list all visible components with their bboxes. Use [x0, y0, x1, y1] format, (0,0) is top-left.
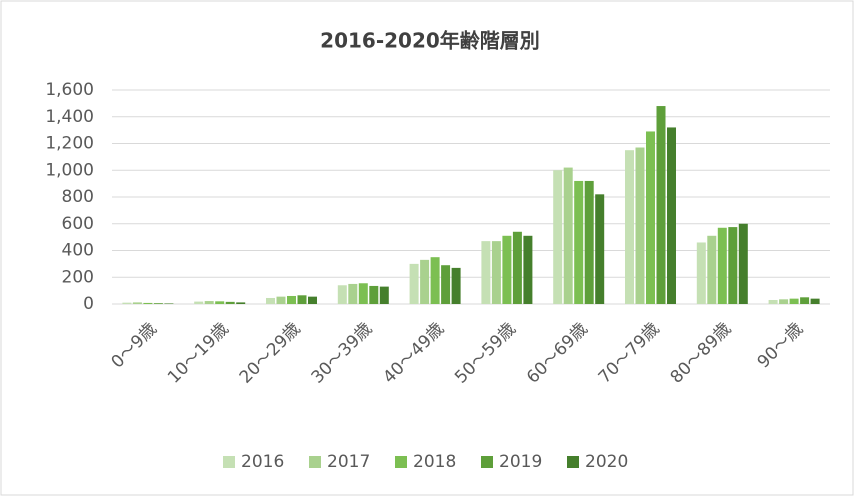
- bar: [512, 231, 522, 304]
- bar: [481, 241, 491, 304]
- bar: [441, 265, 451, 304]
- legend-swatch: [309, 456, 321, 468]
- legend-label: 2018: [413, 452, 456, 472]
- bar: [625, 150, 634, 304]
- y-tick-label: 1,400: [45, 107, 94, 127]
- legend-label: 2017: [327, 452, 370, 472]
- bar: [143, 302, 153, 304]
- legend-swatch: [223, 456, 235, 468]
- bar: [810, 298, 820, 304]
- bar: [287, 295, 296, 304]
- bar: [646, 131, 655, 304]
- y-tick-label: 600: [62, 214, 94, 234]
- legend-swatch: [395, 456, 407, 468]
- y-tick-label: 1,600: [45, 80, 94, 100]
- bar: [276, 296, 286, 304]
- bar: [369, 285, 379, 304]
- bar: [194, 301, 204, 304]
- bar: [132, 302, 142, 304]
- bar: [707, 235, 717, 304]
- bar: [409, 263, 419, 304]
- bar: [215, 301, 225, 304]
- bar: [635, 147, 645, 304]
- bar: [266, 297, 275, 304]
- bar: [491, 241, 501, 304]
- bar: [430, 257, 440, 304]
- y-tick-label: 1,200: [45, 134, 94, 154]
- bar: [800, 297, 810, 304]
- bar: [379, 286, 389, 304]
- bar: [779, 299, 789, 304]
- bar: [358, 283, 368, 304]
- bar: [420, 259, 430, 304]
- y-tick-label: 0: [83, 294, 94, 314]
- legend-label: 2016: [241, 452, 284, 472]
- legend-label: 2019: [499, 452, 542, 472]
- bar: [337, 285, 347, 304]
- legend-swatch: [481, 456, 493, 468]
- bar: [563, 167, 573, 304]
- bar: [153, 303, 163, 304]
- bar: [656, 106, 666, 304]
- bar: [348, 283, 358, 304]
- legend-swatch: [567, 456, 579, 468]
- bar: [789, 298, 799, 304]
- bar: [728, 227, 738, 304]
- bar: [122, 302, 132, 304]
- y-tick-label: 1,000: [45, 160, 94, 180]
- bar: [225, 301, 235, 304]
- bar: [717, 227, 727, 304]
- bar: [164, 303, 174, 304]
- bar: [451, 267, 461, 304]
- bar: [523, 235, 533, 304]
- bar: [738, 223, 748, 304]
- y-tick-label: 200: [62, 267, 94, 287]
- legend-label: 2020: [585, 452, 628, 472]
- bar: [584, 180, 594, 304]
- bar: [502, 235, 512, 304]
- chart-title: 2016-2020年齢階層別: [320, 29, 540, 53]
- bar: [308, 296, 317, 304]
- bar: [553, 170, 563, 304]
- bar: [204, 301, 214, 304]
- bar: [574, 180, 584, 304]
- bar: [297, 295, 307, 304]
- bar: [236, 302, 246, 304]
- y-tick-label: 800: [62, 187, 94, 207]
- bar: [667, 127, 676, 304]
- bar: [595, 194, 605, 304]
- y-tick-label: 400: [62, 241, 94, 261]
- bar: [768, 299, 778, 304]
- bar: [696, 242, 706, 304]
